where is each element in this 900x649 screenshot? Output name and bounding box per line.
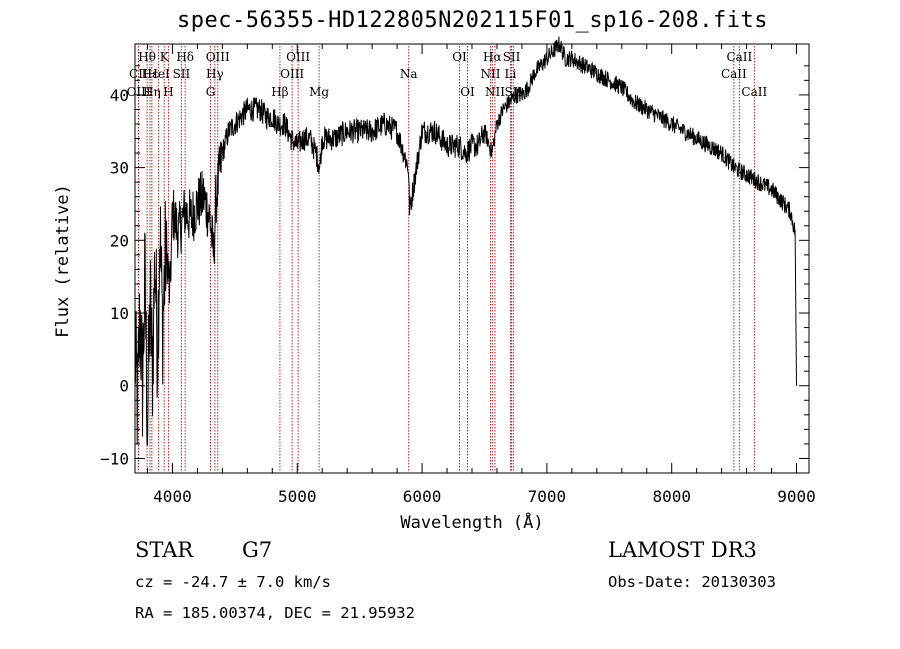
line-label: CaII (721, 67, 747, 81)
line-markers (137, 46, 755, 472)
line-label: Hθ (138, 50, 156, 64)
y-tick-label: 30 (110, 159, 129, 178)
line-label: Hε (142, 67, 159, 81)
y-axis-label: Flux (relative) (53, 184, 73, 338)
line-label: Hα (483, 50, 502, 64)
line-label: OIII (286, 50, 310, 64)
line-label: SII (173, 67, 191, 81)
line-label: OI (460, 85, 475, 99)
subclass: G7 (242, 538, 273, 562)
x-tick-label: 7000 (528, 487, 567, 506)
line-label: Hη (143, 85, 161, 99)
x-tick-label: 9000 (777, 487, 816, 506)
line-label: NII (485, 85, 505, 99)
line-label: Hγ (206, 67, 224, 81)
line-label: HeI (147, 67, 170, 81)
plot-frame (134, 43, 810, 474)
line-label: OI (452, 50, 467, 64)
y-tick-label: −10 (100, 449, 129, 468)
line-label: Hδ (176, 50, 194, 64)
chart-title: spec-56355-HD122805N202115F01_sp16-208.f… (176, 8, 769, 33)
x-axis-label: Wavelength (Å) (400, 511, 543, 533)
line-label: CaII (741, 85, 767, 99)
spectrum-line (134, 36, 797, 446)
spectrum-series (134, 36, 797, 446)
y-tick-label: 0 (119, 377, 129, 396)
observation-date: Obs-Date: 20130303 (608, 573, 776, 591)
line-label: OIII (280, 67, 304, 81)
x-tick-label: 4000 (153, 487, 192, 506)
line-label: OIII (127, 85, 151, 99)
coordinates: RA = 185.00374, DEC = 21.95932 (135, 604, 415, 622)
line-label: SII (503, 50, 521, 64)
line-label: OIII (206, 50, 230, 64)
survey-name: LAMOST DR3 (608, 538, 757, 562)
line-label: CII (129, 67, 148, 81)
x-tick-label: 8000 (652, 487, 691, 506)
x-tick-label: 5000 (278, 487, 317, 506)
y-tick-label: 10 (110, 304, 129, 323)
line-label: K (160, 50, 170, 64)
y-tick-label: 20 (110, 231, 129, 250)
y-tick-label: 40 (110, 86, 129, 105)
line-label: Na (400, 67, 418, 81)
line-label: Li (505, 67, 517, 81)
line-label: Mg (309, 85, 329, 99)
line-labels: Hθ CII OIII Hε Hη K HeI H Hδ SII OIII Hγ G Hβ OIII OIII… (127, 50, 768, 99)
line-label: G (206, 85, 216, 99)
line-label: CaII (726, 50, 752, 64)
x-tick-label: 6000 (403, 487, 442, 506)
object-class: STAR (135, 538, 194, 562)
line-label: H (163, 85, 173, 99)
line-label: NII (480, 67, 500, 81)
line-label: Hβ (271, 85, 288, 99)
axes: 4000 5000 6000 7000 8000 9000 −10 0 10 20 30 40 (100, 43, 816, 506)
redshift-cz: cz = -24.7 ± 7.0 km/s (135, 573, 331, 591)
